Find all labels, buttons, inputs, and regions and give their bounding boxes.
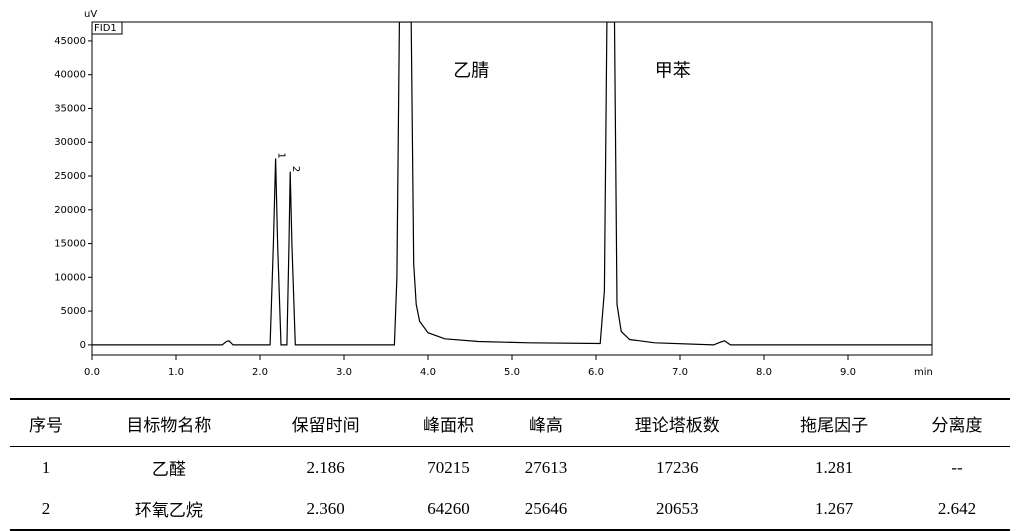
x-tick-label: 4.0 bbox=[420, 367, 436, 378]
table-cell: 1.267 bbox=[764, 488, 905, 531]
x-tick-label: 5.0 bbox=[504, 367, 520, 378]
trace bbox=[92, 22, 932, 346]
y-tick-label: 30000 bbox=[54, 137, 86, 148]
x-tick-label: 1.0 bbox=[168, 367, 184, 378]
y-tick-label: 45000 bbox=[54, 36, 86, 47]
chart: uV min FID1 0 5000 10000 15000 20000 25000 300… bbox=[54, 9, 933, 378]
table-cell: 环氧乙烷 bbox=[81, 488, 256, 531]
plot-frame bbox=[91, 21, 933, 356]
table-cell: 2 bbox=[10, 488, 82, 531]
table-row: 1 乙醛 2.186 70215 27613 17236 1.281 -- bbox=[10, 447, 1010, 489]
x-axis-label: min bbox=[914, 367, 933, 378]
table-cell: 理论塔板数 bbox=[590, 398, 765, 447]
y-tick-label: 0 bbox=[80, 340, 86, 351]
peak-number: 2 bbox=[290, 166, 301, 172]
table-cell: 乙醛 bbox=[151, 460, 186, 479]
y-tick-label: 15000 bbox=[54, 239, 86, 250]
y-tick-label: 5000 bbox=[61, 306, 86, 317]
peak-number: 1 bbox=[276, 152, 287, 158]
table-cell: 70215 bbox=[427, 457, 470, 477]
table-cell: 20653 bbox=[590, 488, 765, 531]
y-tick-label: 35000 bbox=[54, 103, 86, 114]
x-tick-label: 3.0 bbox=[336, 367, 352, 378]
table-cell: 27613 bbox=[524, 457, 568, 477]
table-cell: 序号 bbox=[10, 398, 82, 447]
results-table: 序号 目标物名称 保留时间 峰面积 峰高 理论塔板数 拖尾因子 分离度 1 乙醛 2.186 7021… bbox=[10, 398, 1010, 531]
x-tick-label: 2.0 bbox=[252, 367, 268, 378]
table-cell: 25646 bbox=[501, 488, 591, 531]
x-tick-label: 8.0 bbox=[756, 367, 772, 378]
table-cell: -- bbox=[951, 457, 963, 477]
peak-name: 乙腈 bbox=[453, 60, 489, 81]
y-tick-label: 25000 bbox=[54, 171, 86, 182]
x-tick-label: 6.0 bbox=[588, 367, 604, 378]
x-tick-label: 0.0 bbox=[84, 367, 100, 378]
table-cell: 分离度 bbox=[904, 398, 1010, 447]
y-tick-label: 40000 bbox=[54, 70, 86, 81]
detector-box bbox=[91, 21, 123, 35]
table-cell: 2.360 bbox=[255, 488, 396, 531]
table-row: 2 环氧乙烷 2.360 64260 25646 20653 1.267 2.642 bbox=[10, 488, 1010, 531]
x-tick-label: 7.0 bbox=[672, 367, 688, 378]
table-cell: 拖尾因子 bbox=[764, 398, 905, 447]
table-cell: 峰高 bbox=[501, 398, 591, 447]
y-axis-label: uV bbox=[84, 9, 97, 20]
table-cell: 17236 bbox=[656, 457, 699, 477]
table-cell: 峰面积 bbox=[395, 398, 502, 447]
y-tick-label: 10000 bbox=[54, 272, 86, 283]
table-cell: 64260 bbox=[395, 488, 502, 531]
y-tick-label: 20000 bbox=[54, 205, 86, 216]
table-cell: 目标物名称 bbox=[81, 398, 256, 447]
peak-name: 甲苯 bbox=[655, 60, 691, 81]
detector-label: FID1 bbox=[94, 23, 117, 34]
table-cell: 2.186 bbox=[306, 457, 345, 477]
table-cell: 1.281 bbox=[815, 457, 854, 477]
x-tick-label: 9.0 bbox=[840, 367, 856, 378]
table-cell: 保留时间 bbox=[255, 398, 396, 447]
table-cell: 2.642 bbox=[904, 488, 1010, 531]
table-cell: 1 bbox=[41, 457, 51, 477]
